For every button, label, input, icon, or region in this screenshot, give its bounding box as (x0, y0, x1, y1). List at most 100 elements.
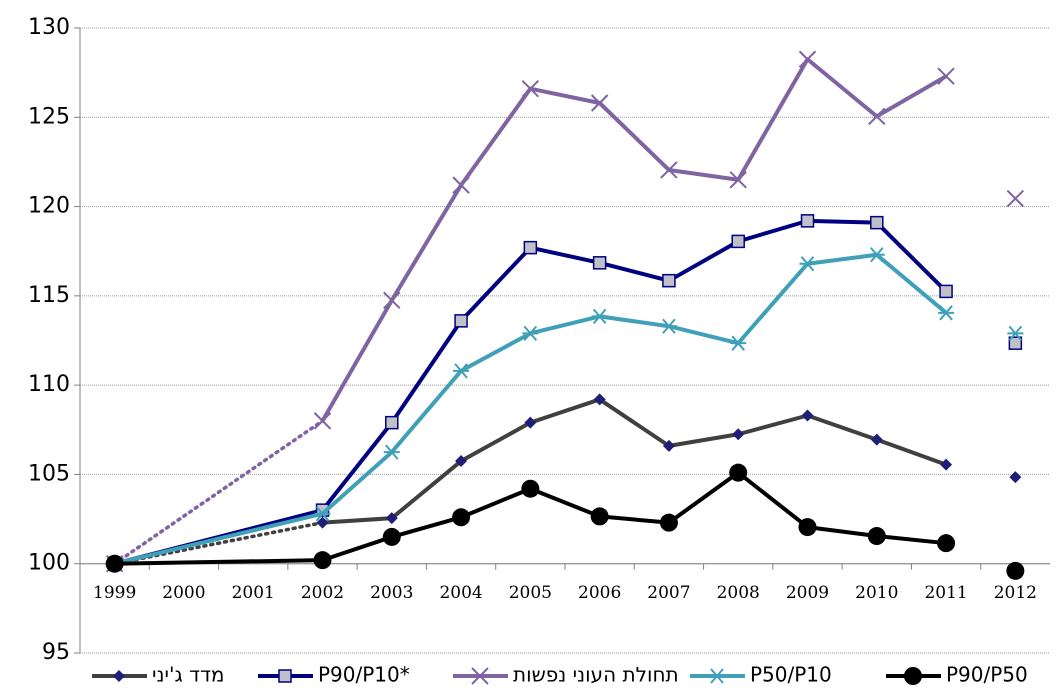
series (108, 393, 1022, 570)
legend-item: P90/P10* (258, 663, 410, 687)
x-tick-label: 1999 (93, 583, 136, 603)
point (385, 415, 399, 430)
point (938, 305, 955, 321)
series (105, 50, 1025, 573)
point (452, 176, 470, 194)
point (732, 428, 745, 441)
point (382, 527, 401, 546)
y-tick-label: 100 (28, 551, 70, 576)
point (1006, 189, 1025, 208)
point (452, 508, 471, 527)
legend-marker (904, 667, 922, 685)
x-tick-label: 2005 (509, 583, 552, 603)
series (106, 247, 1024, 572)
legend-item: P50/P10 (690, 663, 832, 687)
x-tick-label: 2004 (439, 583, 482, 603)
y-tick-label: 115 (28, 283, 70, 308)
y-tick-label: 105 (28, 461, 70, 486)
point (385, 512, 398, 525)
point (590, 507, 609, 526)
point (662, 273, 676, 288)
point (590, 94, 609, 112)
series-line (322, 397, 947, 525)
x-tick-label: 2006 (578, 583, 621, 603)
point (660, 161, 678, 179)
legend-marker (709, 668, 725, 684)
x-tick-label: 2012 (994, 583, 1037, 603)
point (939, 284, 953, 299)
point (524, 416, 537, 429)
point (593, 393, 606, 406)
point (1008, 336, 1023, 350)
point (937, 67, 955, 85)
legend-label: P90/P10* (318, 663, 410, 687)
point (729, 463, 748, 482)
point (1007, 325, 1024, 342)
legend-item: תחולת העוני נפשות (453, 663, 679, 687)
point (1009, 471, 1022, 484)
point (730, 335, 747, 351)
legend-label: מדד ג'יני (152, 663, 224, 687)
legend-marker (471, 667, 489, 685)
y-tick-label: 120 (28, 194, 70, 219)
point (870, 433, 883, 446)
y-tick-label: 130 (28, 15, 70, 40)
y-tick-label: 95 (42, 640, 70, 665)
point (453, 363, 470, 379)
series-line (321, 470, 947, 563)
point (314, 506, 331, 522)
series-line (320, 57, 948, 422)
point (801, 409, 814, 422)
point (731, 234, 745, 249)
point (455, 455, 468, 468)
series-line (321, 252, 948, 516)
point (662, 439, 675, 452)
point (729, 171, 747, 189)
point (798, 50, 817, 68)
point (798, 518, 817, 537)
x-tick-label: 2008 (717, 583, 760, 603)
point (316, 516, 329, 529)
x-tick-label: 2002 (301, 583, 344, 603)
legend-label: תחולת העוני נפשות (513, 663, 679, 687)
point (454, 314, 468, 328)
legend-item: P90/P50 (886, 663, 1028, 687)
y-tick-label: 125 (28, 104, 70, 129)
x-tick-label: 2001 (232, 583, 275, 603)
point (937, 534, 956, 553)
point (383, 444, 400, 460)
legend-label: P50/P10 (750, 663, 832, 687)
point (592, 256, 607, 270)
point (659, 513, 678, 532)
point (800, 214, 815, 228)
legend-marker (278, 669, 292, 683)
point (105, 554, 124, 573)
point (383, 291, 401, 310)
x-tick-label: 2011 (924, 583, 967, 603)
point (660, 318, 677, 334)
legend-item: מדד ג'יני (92, 663, 224, 687)
point (591, 308, 608, 325)
x-tick-label: 2003 (370, 583, 413, 603)
x-tick-label: 2009 (786, 583, 829, 603)
series-line (320, 218, 948, 512)
point (521, 80, 540, 98)
y-tick-label: 110 (28, 372, 70, 397)
point (940, 458, 953, 471)
x-tick-label: 2000 (162, 583, 205, 603)
point (870, 215, 884, 230)
point (799, 256, 816, 272)
x-tick-label: 2010 (855, 583, 898, 603)
series (107, 214, 1023, 571)
legend-marker (113, 670, 125, 682)
point (1006, 561, 1025, 580)
gap-line (112, 558, 325, 566)
x-tick-label: 2007 (647, 583, 690, 603)
point (867, 527, 886, 546)
gap-line (112, 419, 325, 566)
point (868, 247, 885, 263)
point (523, 240, 538, 255)
legend-label: P90/P50 (946, 663, 1028, 687)
point (522, 325, 539, 342)
